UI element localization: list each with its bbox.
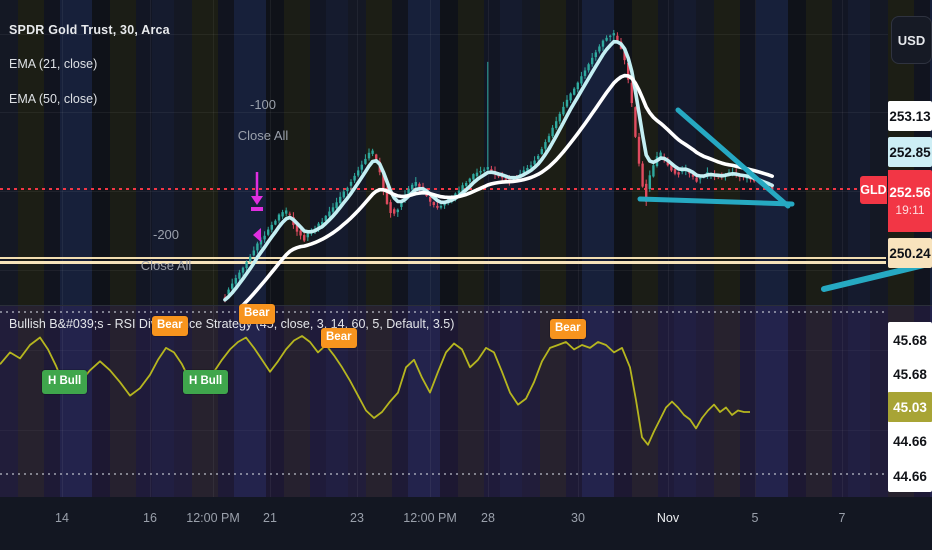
symbol-tag-label: GLD (860, 176, 887, 204)
grid-hline (0, 112, 888, 113)
time-label: 30 (571, 511, 585, 525)
currency-toggle-button[interactable]: USD (891, 16, 932, 64)
grid-vline (357, 0, 358, 497)
oscillator-chart-pane[interactable] (0, 305, 932, 497)
symbol-title[interactable]: SPDR Gold Trust, 30, Arca (9, 23, 170, 37)
grid-hline (0, 34, 888, 35)
bear-signal-badge: Bear (152, 316, 188, 336)
hidden-bull-signal-badge: H Bull (42, 370, 88, 394)
last-price-dotted-line (0, 188, 860, 190)
time-label: 28 (481, 511, 495, 525)
bear-signal-badge: Bear (239, 304, 275, 324)
session-stripes-background (0, 0, 932, 497)
level-line-lower[interactable] (0, 261, 886, 264)
grid-vline (578, 0, 579, 497)
grid-vline (270, 0, 271, 497)
grid-vline (488, 0, 489, 497)
hidden-bull-signal-badge: H Bull (183, 370, 229, 394)
price-chart-pane[interactable] (0, 0, 932, 305)
grid-vline (430, 0, 431, 497)
pane-separator[interactable] (0, 305, 932, 306)
ema21-line[interactable] (223, 39, 775, 302)
close-annotation-100: -100 Close All (237, 97, 289, 143)
bar-countdown: 19:11 (895, 203, 925, 217)
time-label: Nov (656, 511, 680, 525)
time-label: 14 (55, 511, 69, 525)
grid-hline (0, 191, 888, 192)
last-price-label: 252.56 19:11 (888, 170, 932, 232)
ema50-line[interactable] (225, 73, 775, 305)
ema21-price-label: 252.85 (888, 137, 932, 167)
trendline-lower[interactable] (637, 196, 795, 207)
close-annotation-200: -200 Close All (140, 227, 192, 273)
oscillator-upper-band-dotted (0, 311, 888, 313)
legend-ema50[interactable]: EMA (50, close) (9, 92, 98, 106)
grid-vline (755, 0, 756, 497)
time-axis[interactable]: 14 16 12:00 PM 21 23 12:00 PM 28 30 Nov 5 7 (0, 497, 932, 550)
candles (223, 29, 774, 303)
bear-signal-badge: Bear (321, 328, 357, 348)
time-label: 5 (751, 511, 759, 525)
osc-scale-value: 45.68 (893, 332, 927, 348)
grid-vline (842, 0, 843, 497)
grid-vline (213, 0, 214, 497)
ema50-price-label: 253.13 (888, 101, 932, 131)
oscillator-pane-tint (0, 305, 932, 497)
grid-vline (62, 0, 63, 497)
grid-vline (668, 0, 669, 497)
time-label: 21 (263, 511, 277, 525)
osc-scale-value: 44.66 (893, 433, 927, 449)
oscillator-title[interactable]: Bullish B&#039;s - RSI Divergence Strate… (9, 317, 455, 331)
legend-ema21[interactable]: EMA (21, close) (9, 57, 98, 71)
oscillator-lower-band-dotted (0, 473, 888, 475)
osc-last-value-label: 45.03 (888, 392, 932, 422)
trendline-upper[interactable] (675, 107, 791, 209)
oscillator-scale[interactable]: 45.68 45.68 45.03 44.66 44.66 (888, 322, 932, 492)
time-label: 12:00 PM (186, 511, 240, 525)
sell-marker[interactable] (251, 172, 263, 242)
time-label: 16 (143, 511, 157, 525)
level-price-label: 250.24 (888, 238, 932, 268)
level-line-upper[interactable] (0, 257, 886, 259)
rsi-line[interactable] (0, 335, 750, 446)
grid-hline (0, 270, 888, 271)
time-label: 12:00 PM (403, 511, 457, 525)
time-label: 7 (838, 511, 846, 525)
bear-signal-badge: Bear (550, 319, 586, 339)
osc-scale-value: 45.68 (893, 366, 927, 382)
time-label: 23 (350, 511, 364, 525)
osc-scale-value: 44.66 (893, 468, 927, 484)
grid-vline (150, 0, 151, 497)
